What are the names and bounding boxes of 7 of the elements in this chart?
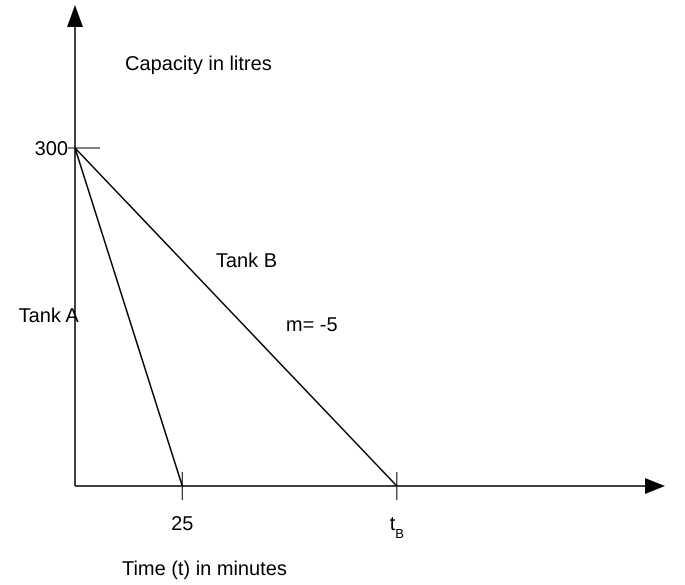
x-tick-label: 25: [171, 513, 194, 535]
x-axis-title: Time (t) in minutes: [122, 558, 287, 580]
series-label: Tank B: [216, 250, 278, 272]
annotation: m= -5: [286, 314, 338, 336]
text: 300: [34, 138, 68, 160]
x-tick-label: t$_{B}$: [390, 513, 404, 540]
y-axis-title: Capacity in litres: [125, 53, 272, 75]
